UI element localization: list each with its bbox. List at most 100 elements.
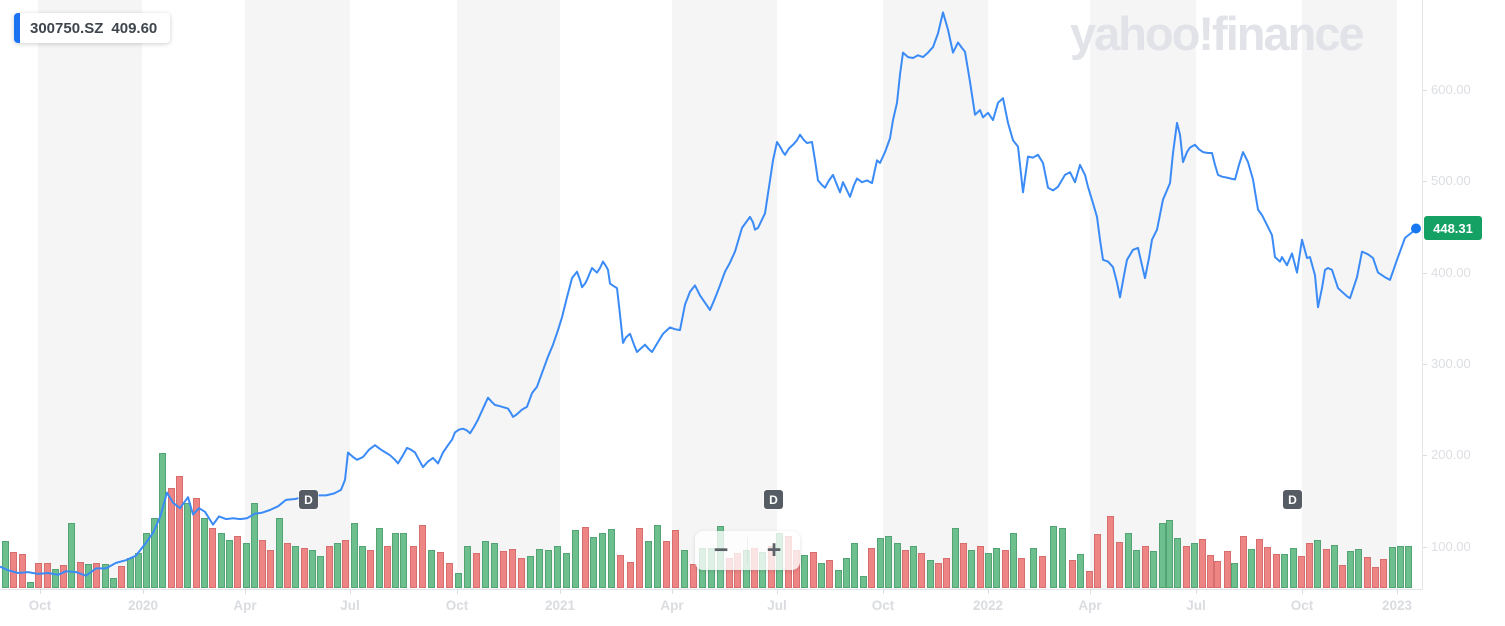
volume-bar: [1290, 548, 1297, 588]
volume-bar: [527, 556, 534, 588]
yahoo-finance-watermark-logo: yahoo!finance: [1070, 7, 1365, 60]
volume-bar: [367, 550, 374, 588]
volume-bar: [810, 552, 817, 588]
volume-bar: [491, 543, 498, 588]
volume-bar: [284, 543, 291, 588]
volume-bar: [927, 560, 934, 588]
volume-bar: [118, 566, 125, 588]
volume-bar: [1133, 550, 1140, 588]
volume-bar: [518, 558, 525, 588]
zoom-in-button[interactable]: +: [766, 536, 782, 564]
x-axis-label: Apr: [233, 598, 257, 613]
volume-bar: [482, 541, 489, 588]
volume-bar: [1339, 565, 1346, 588]
x-axis-label: Jul: [1186, 598, 1206, 613]
volume-bar: [860, 576, 867, 588]
volume-bar: [35, 563, 42, 588]
volume-bar: [1214, 561, 1221, 588]
x-axis-tick: [883, 589, 884, 594]
volume-bar: [446, 563, 453, 588]
volume-bar: [985, 553, 992, 588]
volume-bar: [910, 546, 917, 588]
dividend-marker[interactable]: D: [764, 490, 783, 509]
x-axis-label: Oct: [1290, 598, 1314, 613]
volume-bar: [184, 503, 191, 588]
volume-bar: [301, 548, 308, 588]
y-axis-tick: [1423, 546, 1427, 548]
volume-bar: [563, 553, 570, 588]
volume-bar: [993, 548, 1000, 588]
volume-bar: [201, 518, 208, 588]
volume-bar: [545, 550, 552, 588]
volume-bar: [1331, 545, 1338, 588]
ticker-legend-badge[interactable]: 300750.SZ 409.60: [14, 13, 171, 43]
y-axis-tick: [1423, 181, 1427, 183]
volume-bar: [509, 549, 516, 588]
y-axis-label: 600.00: [1431, 82, 1471, 97]
volume-bar: [259, 540, 266, 588]
volume-bar: [835, 570, 842, 588]
volume-bar: [326, 546, 333, 588]
volume-bar: [654, 525, 661, 588]
volume-bar: [151, 518, 158, 588]
volume-bar: [93, 563, 100, 588]
volume-bar: [1159, 523, 1166, 588]
ticker-price: 409.60: [111, 19, 158, 37]
x-axis-label: Apr: [660, 598, 684, 613]
volume-bar: [1314, 540, 1321, 588]
volume-bar: [968, 550, 975, 588]
volume-bar: [826, 560, 833, 588]
x-axis-label: Jul: [340, 598, 360, 613]
volume-bar: [2, 541, 9, 588]
volume-bar: [801, 555, 808, 588]
x-axis-line: [0, 589, 1423, 590]
dividend-marker[interactable]: D: [1283, 490, 1302, 509]
y-axis-label: 500.00: [1431, 173, 1471, 189]
y-axis-label: 100.00: [1431, 538, 1471, 554]
volume-bar: [127, 558, 134, 588]
volume-bar: [1002, 550, 1009, 588]
volume-bar: [410, 546, 417, 588]
x-axis-tick: [1397, 589, 1398, 594]
volume-bar: [176, 476, 183, 588]
volume-bar: [85, 564, 92, 588]
volume-bar: [1323, 549, 1330, 588]
volume-bar: [218, 533, 225, 588]
volume-bar: [500, 551, 507, 588]
volume-bar: [960, 543, 967, 588]
volume-bar: [1298, 556, 1305, 588]
volume-bar: [419, 525, 426, 588]
volume-bar: [627, 562, 634, 588]
volume-bar: [1166, 520, 1173, 588]
volume-bar: [1125, 533, 1132, 588]
volume-bar: [582, 527, 589, 588]
x-axis-label: Oct: [28, 598, 52, 613]
background-stripe: [457, 0, 560, 589]
y-axis-tick: [1423, 455, 1427, 457]
volume-bar: [209, 528, 216, 588]
volume-bar: [645, 541, 652, 588]
volume-bar: [952, 528, 959, 588]
x-axis-tick: [457, 589, 458, 594]
volume-bar: [276, 518, 283, 588]
volume-bar: [617, 555, 624, 588]
x-axis-label: 2023: [1381, 598, 1413, 613]
volume-bar: [672, 530, 679, 588]
volume-bar: [1207, 555, 1214, 588]
dividend-marker[interactable]: D: [299, 490, 318, 509]
volume-bar: [681, 550, 688, 588]
volume-bar: [1347, 551, 1354, 588]
x-axis-tick: [1196, 589, 1197, 594]
volume-bar: [168, 488, 175, 588]
volume-bar: [234, 536, 241, 588]
background-stripe: [38, 0, 142, 589]
volume-bar: [1039, 556, 1046, 588]
x-axis-label: Oct: [871, 598, 895, 613]
volume-bar: [317, 556, 324, 588]
volume-bar: [1405, 546, 1412, 588]
x-axis-tick: [1302, 589, 1303, 594]
volume-bar: [1281, 554, 1288, 588]
zoom-out-button[interactable]: −: [713, 536, 729, 564]
y-axis-label: 400.00: [1431, 264, 1471, 280]
